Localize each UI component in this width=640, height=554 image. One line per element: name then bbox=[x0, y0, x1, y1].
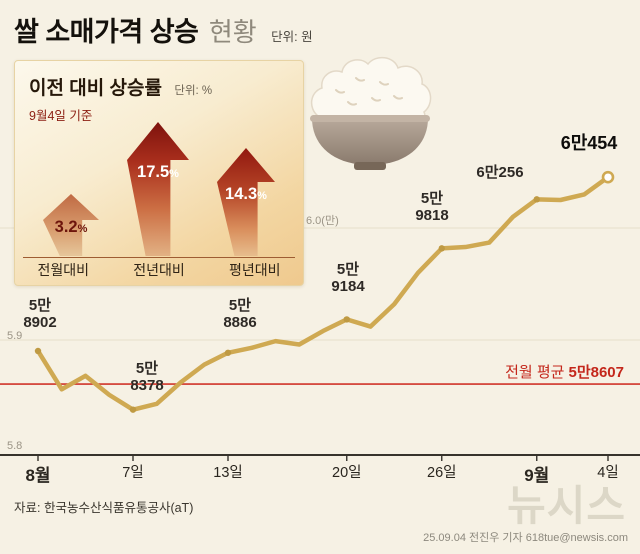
bowl-rim bbox=[310, 115, 430, 122]
page-title: 쌀 소매가격 상승 현황 단위: 원 bbox=[14, 10, 313, 49]
point-label-line: 6만454 bbox=[560, 133, 618, 153]
percent-number: 14.3 bbox=[225, 185, 258, 203]
rice-texture bbox=[335, 77, 403, 106]
point-marker bbox=[224, 349, 232, 356]
caption-vs-prev-month: 전월대비 bbox=[37, 262, 89, 278]
point-label: 5만 9818 bbox=[415, 190, 449, 225]
point-label-line: 5만 bbox=[135, 360, 159, 377]
point-label-line: 5만 bbox=[28, 297, 52, 314]
percent-value: 14.3% bbox=[209, 185, 283, 204]
x-axis-label: 13일 bbox=[213, 465, 243, 481]
x-axis-label: 20일 bbox=[332, 465, 362, 481]
point-marker bbox=[34, 347, 42, 355]
y-axis-label-58000: 5.8 bbox=[7, 440, 23, 452]
average-label-value: 5만8607 bbox=[568, 364, 624, 381]
x-axis-label: 26일 bbox=[427, 465, 457, 481]
x-axis-label: 9월 bbox=[524, 466, 550, 485]
caption-vs-prev-year: 전년대비 bbox=[133, 262, 185, 278]
point-label: 6만256 bbox=[476, 164, 524, 182]
point-label-line: 9818 bbox=[415, 206, 449, 224]
x-axis-label: 7일 bbox=[122, 465, 144, 481]
point-label-line: 8886 bbox=[223, 313, 257, 331]
reporter-credit: 25.09.04 전진우 기자 618tue@newsis.com bbox=[423, 532, 628, 544]
panel-header: 이전 대비 상승률 단위: % bbox=[15, 61, 303, 100]
y-axis-label-60000: 6.0(만) bbox=[306, 215, 339, 227]
bowl-body bbox=[312, 118, 428, 165]
percent-value: 17.5% bbox=[119, 163, 197, 182]
point-label: 5만 8902 bbox=[23, 297, 57, 332]
percent-sign: % bbox=[77, 223, 88, 235]
point-label: 5만 9184 bbox=[331, 261, 365, 296]
percent-number: 3.2 bbox=[54, 218, 78, 236]
percent-sign: % bbox=[169, 168, 179, 180]
point-label-line: 5만 bbox=[336, 261, 360, 278]
increase-arrows: 3.2% 17.5% 14.3% bbox=[15, 122, 303, 256]
average-label-prefix: 전월 평균 bbox=[505, 364, 565, 381]
rice-bowl-illustration bbox=[310, 56, 432, 170]
x-axis-label: 4일 bbox=[597, 465, 619, 481]
point-marker bbox=[343, 316, 350, 323]
point-marker bbox=[533, 196, 540, 203]
point-label-line: 5만 bbox=[228, 297, 252, 314]
point-label-line: 8378 bbox=[130, 376, 164, 394]
point-label-line: 8902 bbox=[23, 313, 57, 331]
bowl-base bbox=[354, 162, 386, 170]
chart-unit-label: 단위: 원 bbox=[271, 30, 313, 44]
as-of-date: 9월4일 기준 bbox=[29, 109, 93, 123]
title-sub: 현황 bbox=[208, 17, 257, 47]
rice-mound bbox=[310, 56, 432, 119]
average-line-label: 전월 평균 5만8607 bbox=[505, 361, 624, 382]
point-label-line: 6만256 bbox=[476, 164, 524, 181]
x-axis-label: 8월 bbox=[25, 466, 51, 485]
point-marker bbox=[129, 406, 137, 413]
point-label-line: 5만 bbox=[420, 190, 444, 207]
arrow-vs-prev-year: 17.5% bbox=[127, 122, 189, 256]
data-source: 자료: 한국농수산식품유통공사(aT) bbox=[14, 501, 194, 515]
panel-unit-label: 단위: % bbox=[174, 85, 213, 97]
caption-vs-normal-year: 평년대비 bbox=[228, 262, 281, 278]
point-marker bbox=[438, 245, 445, 252]
arrow-vs-prev-month: 3.2% bbox=[43, 194, 99, 256]
point-label: 5만 8378 bbox=[130, 360, 164, 395]
arrow-captions: 전월대비 전년대비 평년대비 bbox=[15, 260, 303, 280]
arrow-vs-normal-year: 14.3% bbox=[217, 148, 275, 256]
up-arrow-icon bbox=[127, 122, 189, 256]
panel-divider bbox=[23, 257, 295, 258]
increase-rate-panel: 이전 대비 상승률 단위: % 9월4일 기준 3.2% 17.5% 14.3%… bbox=[14, 60, 304, 286]
panel-title: 이전 대비 상승률 bbox=[29, 78, 162, 99]
final-point-marker bbox=[601, 170, 615, 184]
point-label: 5만 8886 bbox=[223, 297, 257, 332]
point-label-line: 9184 bbox=[331, 277, 365, 295]
newsis-watermark-logo: 뉴시스 bbox=[507, 482, 626, 529]
percent-number: 17.5 bbox=[137, 163, 170, 181]
percent-value: 3.2% bbox=[35, 218, 107, 237]
y-axis-label-59000: 5.9 bbox=[7, 330, 23, 342]
point-label-final: 6만454 bbox=[561, 133, 618, 153]
title-main: 쌀 소매가격 상승 bbox=[14, 17, 199, 47]
percent-sign: % bbox=[257, 190, 267, 202]
